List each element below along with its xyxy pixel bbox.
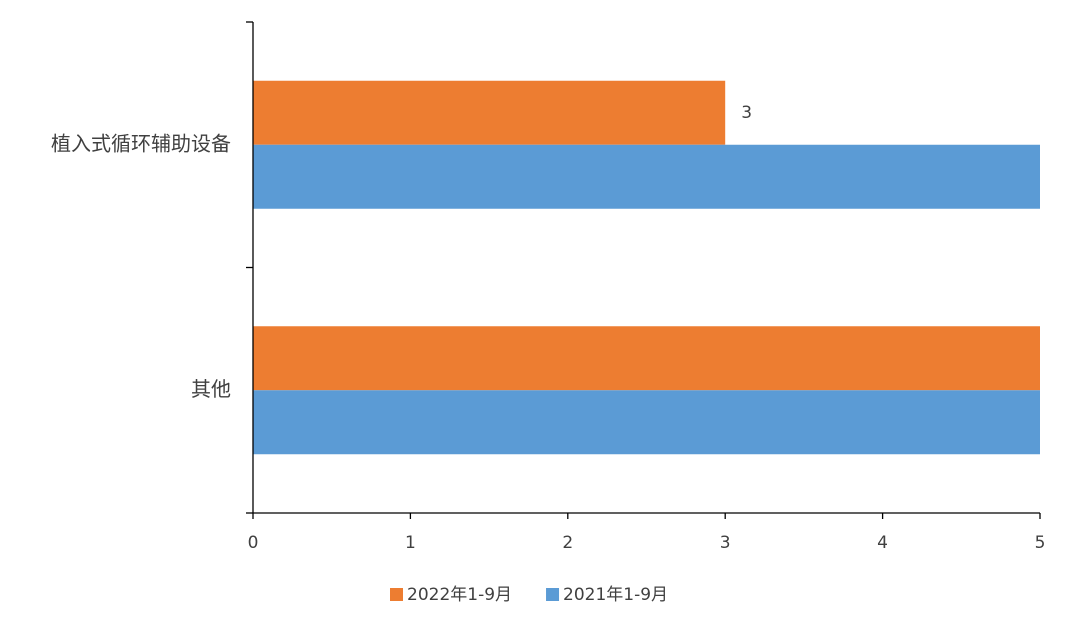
y-tick-label: 植入式循环辅助设备: [51, 131, 231, 155]
y-tick-label: 其他: [191, 377, 231, 401]
legend-swatch: [546, 588, 560, 601]
legend-label: 2021年1-9月: [563, 585, 668, 605]
bar: [253, 326, 1040, 391]
x-tick-label: 4: [877, 533, 888, 553]
bar: [253, 80, 726, 145]
bar: [253, 144, 1040, 209]
legend-label: 2022年1-9月: [407, 585, 512, 605]
legend-swatch: [390, 588, 403, 601]
x-tick-label: 2: [562, 533, 573, 553]
x-tick-label: 5: [1035, 533, 1046, 553]
data-label: 3: [741, 103, 752, 123]
x-tick-label: 1: [405, 533, 416, 553]
bar: [253, 390, 1040, 455]
x-tick-label: 3: [720, 533, 731, 553]
x-tick-label: 0: [248, 533, 259, 553]
